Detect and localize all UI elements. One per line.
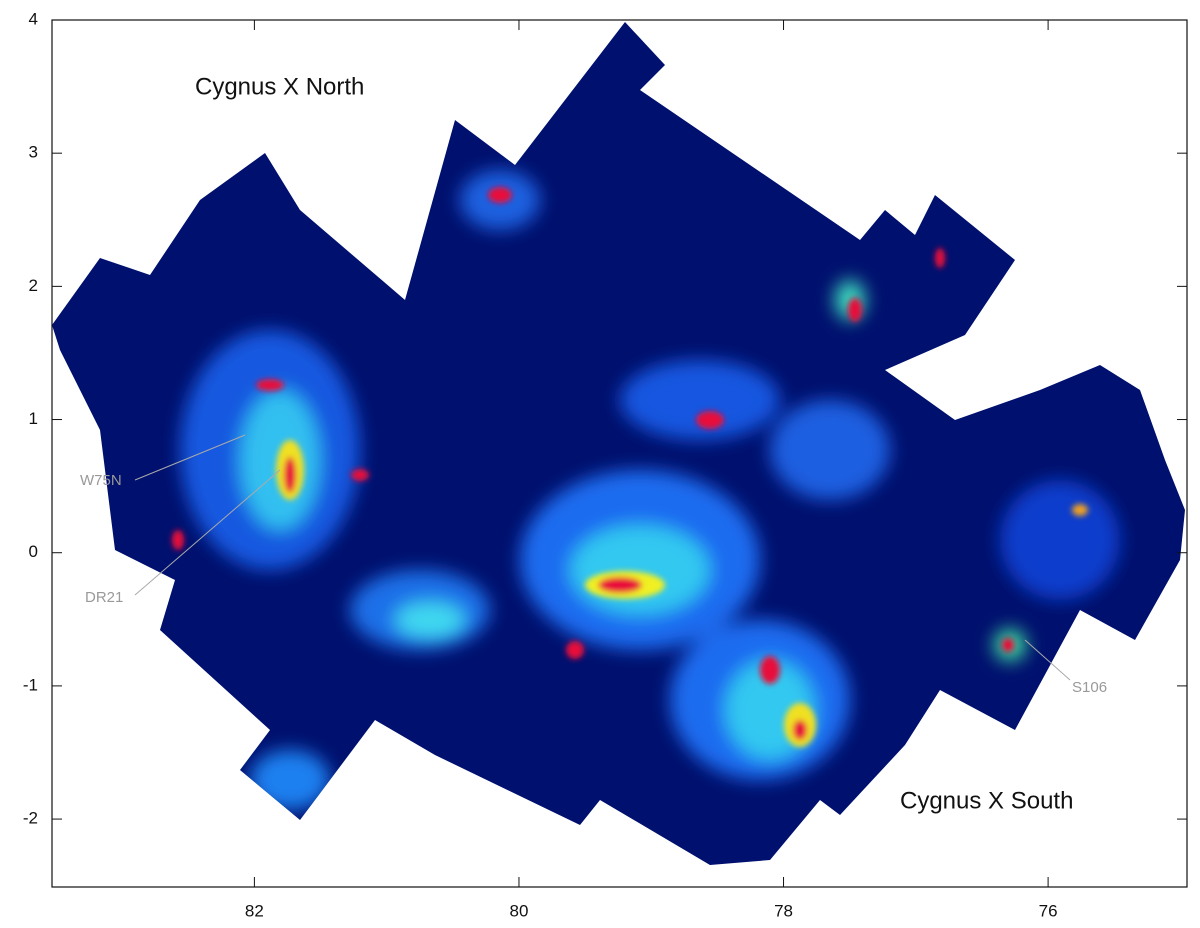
x-tick-label: 78 — [774, 901, 793, 920]
x-tick-label: 80 — [510, 901, 529, 920]
source-label: DR21 — [85, 589, 123, 606]
region-label: Cygnus X North — [195, 73, 364, 100]
plot-frame — [51, 19, 1188, 888]
y-tick-label: 4 — [29, 9, 38, 28]
x-tick-label: 76 — [1039, 901, 1058, 920]
leader-line — [134, 469, 281, 596]
source-label: W75N — [80, 472, 122, 489]
leader-line — [1024, 639, 1071, 681]
y-tick-label: -1 — [23, 675, 38, 694]
y-tick-label: 3 — [29, 143, 38, 162]
source-label: S106 — [1072, 679, 1107, 696]
leader-line — [134, 434, 246, 481]
y-tick-label: 0 — [29, 542, 38, 561]
y-tick-label: 2 — [29, 276, 38, 295]
y-tick-label: 1 — [29, 409, 38, 428]
x-tick-label: 82 — [245, 901, 264, 920]
y-tick-label: -2 — [23, 809, 38, 828]
region-label: Cygnus X South — [900, 787, 1073, 814]
